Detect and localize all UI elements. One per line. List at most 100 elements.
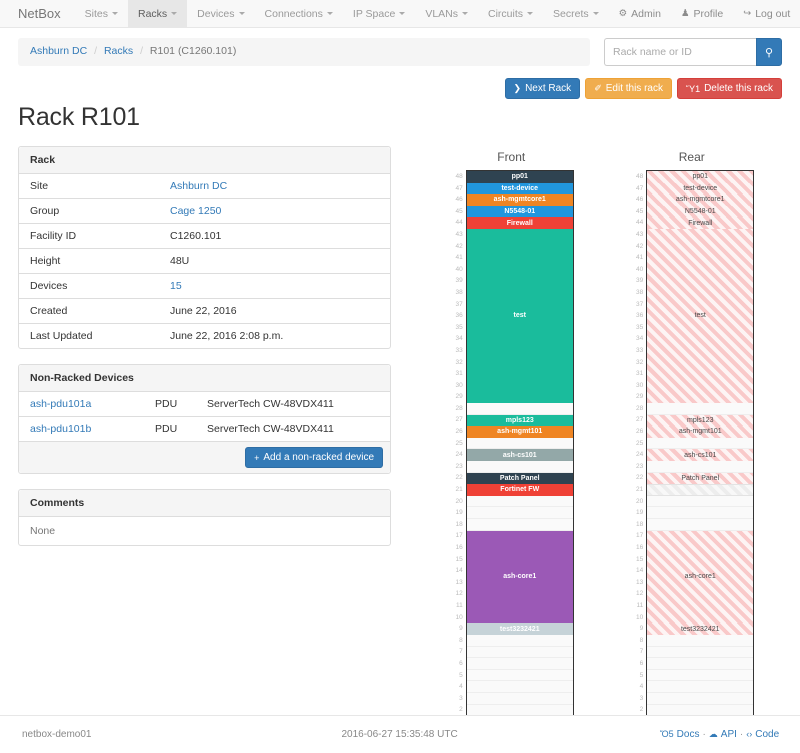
front-device-pp01[interactable]: pp01 (466, 171, 573, 183)
front-unit-label-24: 24 (455, 451, 463, 459)
front-device-patch-panel[interactable]: Patch Panel (466, 472, 573, 485)
rear-device-n5548-01[interactable]: N5548-01 (647, 205, 754, 218)
page-footer: netbox-demo01 2016-06-27 15:35:48 UTC Ὅ5… (0, 715, 800, 753)
front-empty-unit-25[interactable] (466, 437, 573, 450)
front-device-n5548-01[interactable]: N5548-01 (466, 205, 573, 218)
front-unit-label-10: 10 (455, 613, 463, 621)
rack-info-value[interactable]: 15 (159, 273, 390, 299)
nav-item-ip-space[interactable]: IP Space (343, 0, 415, 27)
rear-empty-unit-28[interactable] (647, 403, 754, 415)
breadcrumb-racks[interactable]: Racks (103, 45, 134, 57)
front-unit-label-36: 36 (455, 312, 463, 320)
nav-profile-link[interactable]: ♟ Profile (671, 0, 733, 27)
front-unit-label-30: 30 (455, 381, 463, 389)
rear-empty-unit-6[interactable] (647, 658, 754, 670)
front-device-test3232421[interactable]: test3232421 (466, 623, 573, 635)
footer-link-docs[interactable]: Ὅ5 Docs (660, 729, 700, 740)
delete-rack-button[interactable]: Ὕ1 Delete this rack (676, 78, 782, 99)
rear-rack-frame: pp01 test-device ash-mgmtcore1 N5548-01 Fire… (646, 170, 755, 728)
rear-device-test[interactable]: test (647, 229, 754, 403)
rear-device-test-device[interactable]: test-device (647, 182, 754, 195)
edit-rack-button[interactable]: ✐ Edit this rack (585, 78, 672, 99)
rear-empty-unit-19[interactable] (647, 507, 754, 519)
non-racked-device-link[interactable]: ash-pdu101a (30, 398, 92, 410)
nav-item-devices[interactable]: Devices (187, 0, 254, 27)
rear-empty-unit-20[interactable] (647, 495, 754, 508)
rear-unit-label-10: 10 (636, 613, 644, 621)
non-racked-device-link[interactable]: ash-pdu101b (30, 423, 92, 435)
non-racked-device-name[interactable]: ash-pdu101a (19, 392, 144, 417)
rear-empty-unit-8[interactable] (647, 635, 754, 647)
footer-separator: · (739, 729, 744, 740)
nav-item-circuits[interactable]: Circuits (478, 0, 543, 27)
front-empty-unit-28[interactable] (466, 403, 573, 415)
rack-info-link[interactable]: Cage 1250 (170, 205, 222, 217)
front-empty-unit-8[interactable] (466, 635, 573, 647)
rear-empty-unit-7[interactable] (647, 646, 754, 659)
front-empty-unit-4[interactable] (466, 681, 573, 693)
front-device-ash-core1[interactable]: ash-core1 (466, 530, 573, 624)
search-input[interactable] (604, 38, 756, 66)
search-icon[interactable]: ⚲ (756, 38, 782, 66)
rear-device-firewall[interactable]: Firewall (647, 217, 754, 229)
nav-item-secrets[interactable]: Secrets (543, 0, 609, 27)
nav-item-vlans[interactable]: VLANs (415, 0, 478, 27)
nav-admin-link[interactable]: ⚙ Admin (609, 0, 671, 27)
rear-device-mpls123[interactable]: mpls123 (647, 414, 754, 427)
rack-info-link[interactable]: Ashburn DC (170, 180, 228, 192)
front-unit-label-33: 33 (455, 346, 463, 354)
rear-unit-label-34: 34 (636, 335, 644, 343)
nav-log-out-link[interactable]: ↪ Log out (733, 0, 800, 27)
front-device-test[interactable]: test (466, 229, 573, 403)
breadcrumb-site[interactable]: Ashburn DC (30, 45, 88, 57)
add-non-racked-device-button[interactable]: + Add a non-racked device (245, 447, 383, 468)
front-empty-unit-20[interactable] (466, 495, 573, 508)
rear-empty-unit-4[interactable] (647, 681, 754, 693)
rear-device-fortinet-fw[interactable]: Fortinet FW (647, 484, 754, 496)
rear-empty-unit-23[interactable] (647, 461, 754, 473)
rear-unit-label-8: 8 (639, 636, 644, 644)
front-empty-unit-19[interactable] (466, 507, 573, 519)
nav-item-sites[interactable]: Sites (75, 0, 128, 27)
front-empty-unit-18[interactable] (466, 519, 573, 531)
front-elevation-title: Front (497, 150, 526, 164)
page-title: Rack R101 (18, 103, 140, 131)
rack-info-link[interactable]: 15 (170, 280, 182, 292)
front-empty-unit-7[interactable] (466, 646, 573, 659)
footer-link-api[interactable]: ☁ API (709, 729, 737, 740)
front-empty-unit-6[interactable] (466, 658, 573, 670)
front-empty-unit-3[interactable] (466, 693, 573, 705)
rack-info-value[interactable]: Ashburn DC (159, 174, 390, 199)
non-racked-device-name[interactable]: ash-pdu101b (19, 416, 144, 441)
rear-empty-unit-25[interactable] (647, 437, 754, 450)
front-device-mpls123[interactable]: mpls123 (466, 414, 573, 427)
front-unit-label-11: 11 (456, 601, 463, 609)
front-device-ash-mgmtcore1[interactable]: ash-mgmtcore1 (466, 194, 573, 206)
rear-device-patch-panel[interactable]: Patch Panel (647, 472, 754, 485)
front-device-test-device[interactable]: test-device (466, 182, 573, 195)
rear-empty-unit-3[interactable] (647, 693, 754, 705)
footer-link-code[interactable]: ‹› Code (746, 729, 779, 740)
rear-device-ash-cs101[interactable]: ash-cs101 (647, 449, 754, 461)
rack-info-value[interactable]: Cage 1250 (159, 198, 390, 224)
rear-device-ash-core1[interactable]: ash-core1 (647, 530, 754, 624)
front-empty-unit-23[interactable] (466, 461, 573, 473)
nav-item-connections[interactable]: Connections (255, 0, 343, 27)
brand-logo[interactable]: NetBox (18, 6, 61, 21)
front-device-ash-mgmt101[interactable]: ash-mgmt101 (466, 426, 573, 438)
rear-empty-unit-5[interactable] (647, 669, 754, 682)
nav-item-racks[interactable]: Racks (127, 0, 188, 27)
rear-device-ash-mgmt101[interactable]: ash-mgmt101 (647, 426, 754, 438)
front-device-fortinet-fw[interactable]: Fortinet FW (466, 484, 573, 496)
rear-device-test3232421[interactable]: test3232421 (647, 623, 754, 635)
rear-device-pp01[interactable]: pp01 (647, 171, 754, 183)
front-device-firewall[interactable]: Firewall (466, 217, 573, 229)
non-racked-device-type: ServerTech CW-48VDX411 (207, 398, 334, 410)
front-device-ash-cs101[interactable]: ash-cs101 (466, 449, 573, 461)
front-empty-unit-5[interactable] (466, 669, 573, 682)
nav-item-label: Circuits (488, 7, 524, 20)
rear-empty-unit-18[interactable] (647, 519, 754, 531)
footer-link-label: Docs (676, 729, 700, 740)
rear-device-ash-mgmtcore1[interactable]: ash-mgmtcore1 (647, 194, 754, 206)
next-rack-button[interactable]: ❯ Next Rack (504, 78, 581, 99)
